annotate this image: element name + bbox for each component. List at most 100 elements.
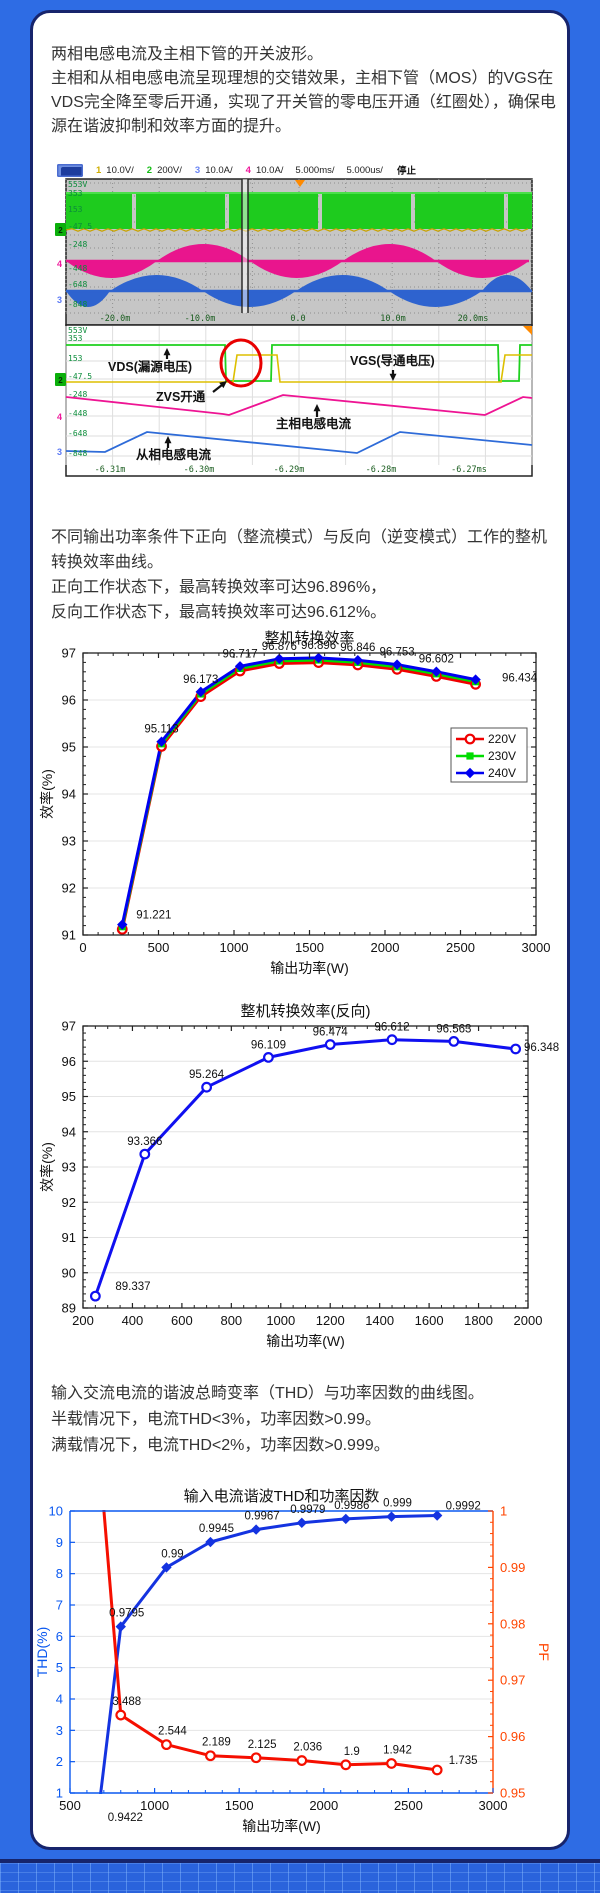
efficiency-reverse-chart: 200 400 600 800 1000 1200 1400 1600 1800 2000 89 90… <box>38 998 567 1358</box>
y-tick-label: 96 <box>62 1054 76 1069</box>
vds-pwm-block <box>508 193 532 229</box>
vds-pwm-block <box>415 193 504 229</box>
main-current-envelope <box>250 261 343 278</box>
efficiency-line3: 反向工作状态下，最高转换效率可达96.612%。 <box>51 604 387 621</box>
slave-current-trace <box>65 431 533 454</box>
time-label: -20.0m <box>100 314 131 324</box>
slave-current-envelope <box>482 275 532 291</box>
y-tick-label: 5 <box>56 1660 63 1675</box>
main-current-trace <box>65 394 533 416</box>
point-label: 1.9 <box>344 1746 360 1758</box>
channel-1-scale: 10.0V/ <box>106 164 134 176</box>
slave-current-annotation: 从相电感电流 <box>136 447 212 462</box>
x-tick-label: 500 <box>148 940 170 955</box>
channel-marker-label: 2 <box>58 376 63 385</box>
slave-current-envelope <box>66 291 110 307</box>
y-tick-label: 95 <box>62 740 76 755</box>
footer-circuit-pattern <box>0 1859 600 1893</box>
point-label: 96.434 <box>502 673 538 685</box>
point-label: 0.9945 <box>199 1523 234 1535</box>
y-tick-label: 8 <box>56 1566 63 1581</box>
volt-label: -248 <box>68 240 87 249</box>
channel-3-scale: 10.0A/ <box>205 164 233 176</box>
point-label: 96.348 <box>524 1042 559 1054</box>
right-tick-label: 1 <box>500 1504 507 1519</box>
scope-panel-overview: 2 4 3 553V 353 153 -47.5 -248 -448 -648 -848 -20.0m… <box>55 178 533 326</box>
y-axis-label: 效率(%) <box>39 1142 55 1192</box>
time-label: 20.0ms <box>458 314 489 324</box>
point-label: 0.9422 <box>108 1812 143 1824</box>
chart-title: 整机转换效率(反向) <box>241 1003 371 1020</box>
y-tick-label: 10 <box>49 1504 63 1519</box>
point-label: 0.9795 <box>109 1608 144 1620</box>
main-current-envelope <box>66 261 157 278</box>
timebase-2: 5.000us/ <box>346 164 383 176</box>
channel-marker-label: 2 <box>58 226 63 235</box>
y-tick-label: 4 <box>56 1692 63 1707</box>
volt-label: 553V <box>68 326 87 335</box>
slave-current-envelope <box>203 291 296 307</box>
x-tick-label: 1800 <box>464 1313 493 1328</box>
x-axis-label: 输出功率(W) <box>266 1333 345 1349</box>
thd-pf-chart: 500 1000 1500 2000 2500 3000 1 2 3 4 5 6 7 8 9 10 0.95 0.… <box>33 1485 567 1841</box>
thd-line3: 满载情况下，电流THD<2%，功率因数>0.999。 <box>51 1437 390 1454</box>
x-tick-label: 1600 <box>415 1313 444 1328</box>
point-label: 1.735 <box>449 1755 478 1767</box>
right-tick-label: 0.97 <box>500 1673 525 1688</box>
point-label: 91.221 <box>136 910 171 922</box>
right-tick-label: 0.95 <box>500 1786 525 1801</box>
point-label: 0.99 <box>161 1548 183 1560</box>
time-label: -10.0m <box>185 314 216 324</box>
series-PF <box>99 1514 438 1794</box>
chart-title: 输入电流谐波THD和功率因数 <box>184 1488 380 1505</box>
y-axis-label: 效率(%) <box>39 769 55 819</box>
x-tick-label: 2500 <box>394 1798 423 1813</box>
slave-current-envelope <box>110 275 203 291</box>
chart1-svg: 0 500 1000 1500 2000 2500 3000 91 92 93 94 95 96 97 整机… <box>39 630 550 976</box>
time-label: -6.30m <box>184 465 215 475</box>
x-tick-label: 2000 <box>309 1798 338 1813</box>
x-tick-label: 500 <box>59 1798 81 1813</box>
point-label: 3.488 <box>112 1696 141 1708</box>
series-220V <box>120 661 476 930</box>
vds-pwm-block <box>322 193 411 229</box>
volt-label: -47.5 <box>68 372 92 381</box>
point-label: 95.264 <box>189 1069 225 1081</box>
point-label: 0.9986 <box>334 1500 369 1512</box>
legend-entry: 230V <box>488 749 516 763</box>
trigger-marker-icon <box>295 180 305 187</box>
time-label: -6.31m <box>95 465 126 475</box>
point-label: 96.753 <box>379 647 414 659</box>
vds-annotation: VDS(漏源电压) <box>108 359 192 374</box>
y-tick-label: 92 <box>62 1195 76 1210</box>
x-axis-label: 输出功率(W) <box>242 1818 321 1834</box>
main-current-envelope <box>343 244 436 261</box>
efficiency-line2: 正向工作状态下，最高转换效率可达96.896%， <box>51 579 387 596</box>
time-label: 0.0 <box>290 314 305 324</box>
y-tick-label: 1 <box>56 1786 63 1801</box>
point-label: 96.717 <box>222 648 257 660</box>
point-label: 0.9967 <box>245 1511 280 1523</box>
x-tick-label: 1200 <box>316 1313 345 1328</box>
volt-label: 153 <box>68 205 83 214</box>
y-tick-label: 92 <box>62 881 76 896</box>
channel-4-number: 4 <box>245 164 251 176</box>
channel-4-scale: 10.0A/ <box>255 164 284 176</box>
volt-label: -448 <box>68 409 87 418</box>
legend-entry: 240V <box>488 766 516 780</box>
channel-marker <box>55 223 66 236</box>
annotation-arrow <box>164 436 172 444</box>
y-tick-label: 6 <box>56 1629 63 1644</box>
x-tick-label: 200 <box>72 1313 94 1328</box>
channel-marker-label: 3 <box>57 447 62 457</box>
volt-label: -848 <box>68 300 87 309</box>
y-tick-label: 7 <box>56 1598 63 1613</box>
right-tick-label: 0.98 <box>500 1616 525 1631</box>
y-tick-label: 91 <box>62 928 76 943</box>
x-tick-label: 2000 <box>371 940 400 955</box>
channel-2-number: 2 <box>146 164 153 176</box>
volt-label: -448 <box>68 264 87 273</box>
scope-run-status: 停止 <box>396 166 416 177</box>
